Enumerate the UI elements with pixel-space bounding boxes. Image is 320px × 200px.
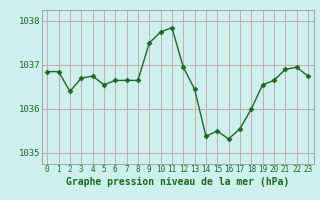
X-axis label: Graphe pression niveau de la mer (hPa): Graphe pression niveau de la mer (hPa)	[66, 177, 289, 187]
